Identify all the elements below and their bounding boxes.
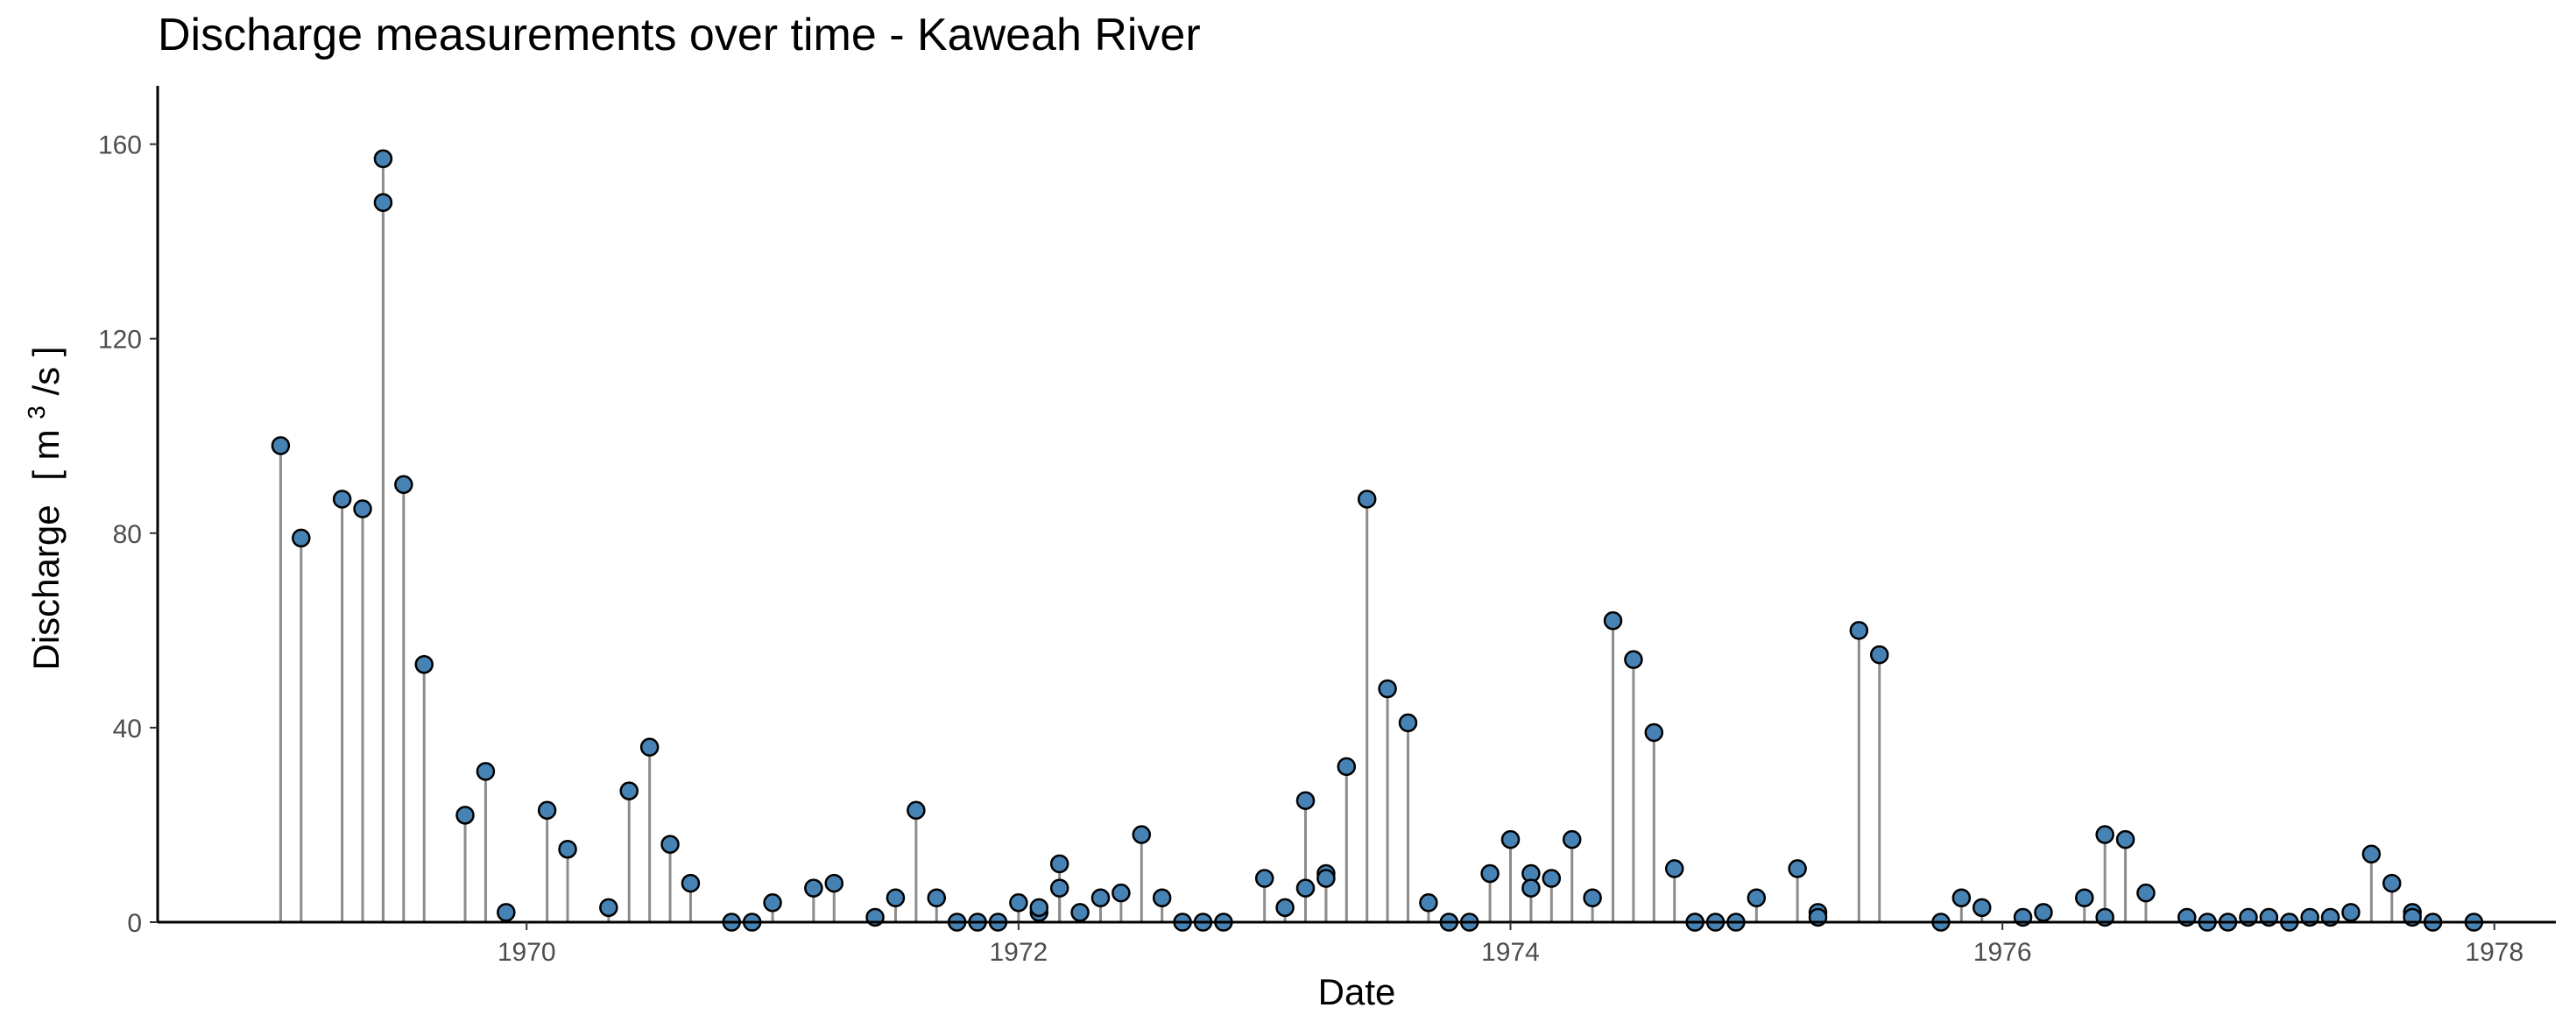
- discharge-point: [353, 499, 372, 518]
- discharge-point: [1132, 825, 1152, 844]
- discharge-point: [373, 193, 393, 213]
- discharge-point: [1254, 869, 1274, 888]
- discharge-point: [681, 873, 701, 893]
- discharge-point: [2095, 825, 2114, 844]
- x-axis-title: Date: [1318, 971, 1396, 1012]
- discharge-point: [1500, 829, 1521, 849]
- discharge-point: [1090, 888, 1111, 907]
- discharge-point: [1295, 791, 1316, 810]
- discharge-point: [660, 835, 680, 854]
- discharge-point: [1357, 490, 1377, 509]
- discharge-point: [599, 898, 618, 918]
- discharge-point: [1152, 888, 1172, 907]
- y-axis-unit-close: /s ]: [25, 346, 67, 395]
- stem-layer: [279, 159, 2414, 922]
- discharge-point: [1869, 645, 1889, 665]
- discharge-point: [1562, 829, 1582, 849]
- discharge-point: [886, 888, 906, 907]
- discharge-point: [271, 436, 291, 455]
- discharge-point: [497, 903, 516, 922]
- discharge-point: [1951, 888, 1972, 907]
- discharge-point: [1603, 611, 1623, 631]
- discharge-point: [558, 839, 577, 859]
- y-tick-label: 0: [127, 909, 142, 938]
- discharge-point: [1849, 621, 1869, 640]
- discharge-point: [2361, 844, 2382, 864]
- x-tick-label: 1972: [989, 938, 1048, 967]
- y-tick-label: 40: [113, 715, 142, 744]
- y-axis-unit-open: [ m: [25, 429, 67, 480]
- discharge-point: [1419, 893, 1438, 913]
- y-axis-ticks: 0 40 80 120 160: [98, 131, 158, 938]
- discharge-point: [1480, 863, 1500, 884]
- discharge-point: [373, 149, 393, 169]
- discharge-point: [1398, 713, 1418, 733]
- discharge-point: [1049, 878, 1069, 898]
- discharge-point: [1644, 722, 1664, 743]
- y-tick-label: 80: [113, 520, 142, 549]
- discharge-point: [1295, 878, 1316, 898]
- discharge-point: [2115, 829, 2135, 849]
- discharge-point: [414, 654, 434, 674]
- discharge-point: [1029, 898, 1049, 918]
- y-axis-unit-exponent: 3: [23, 405, 50, 419]
- discharge-point: [1624, 650, 1643, 669]
- x-tick-label: 1978: [2465, 938, 2523, 967]
- discharge-point: [1009, 893, 1028, 913]
- discharge-point: [2382, 873, 2402, 893]
- chart-title: Discharge measurements over time - Kawea…: [158, 10, 1201, 60]
- discharge-point: [2341, 903, 2361, 922]
- x-axis-ticks: 1970 1972 1974 1976 1978: [498, 922, 2523, 967]
- discharge-point: [1049, 854, 1069, 874]
- discharge-point: [1664, 859, 1684, 878]
- y-axis-title: Discharge [ m 3 /s ]: [11, 346, 67, 670]
- discharge-point: [1583, 888, 1602, 907]
- discharge-point: [292, 528, 311, 548]
- x-tick-label: 1970: [498, 938, 556, 967]
- discharge-point: [455, 806, 475, 825]
- discharge-point: [824, 873, 844, 893]
- discharge-point: [2075, 888, 2094, 907]
- discharge-point: [907, 800, 926, 821]
- y-tick-label: 120: [98, 326, 142, 355]
- discharge-point: [639, 737, 660, 757]
- discharge-point: [1378, 679, 1397, 699]
- x-tick-label: 1976: [1973, 938, 2032, 967]
- discharge-point: [927, 888, 947, 907]
- discharge-point: [1747, 888, 1767, 907]
- discharge-point: [476, 762, 496, 781]
- discharge-point: [1542, 869, 1562, 888]
- point-layer: [271, 149, 2484, 932]
- discharge-point: [1788, 859, 1807, 878]
- discharge-point: [2136, 883, 2156, 903]
- discharge-point: [1070, 903, 1090, 922]
- y-tick-label: 160: [98, 131, 142, 160]
- discharge-point: [1337, 757, 1357, 777]
- discharge-point: [1521, 878, 1541, 898]
- discharge-point: [619, 781, 639, 800]
- discharge-point: [763, 893, 782, 913]
- discharge-point: [1973, 898, 1992, 918]
- discharge-point: [537, 800, 557, 821]
- discharge-point: [394, 475, 413, 495]
- discharge-point: [1112, 883, 1131, 903]
- discharge-point: [2034, 903, 2053, 922]
- discharge-point: [332, 490, 352, 509]
- x-tick-label: 1974: [1481, 938, 1540, 967]
- discharge-point: [804, 878, 823, 898]
- y-axis-title-text: Discharge: [25, 504, 67, 670]
- discharge-point: [1275, 898, 1295, 918]
- discharge-point: [1316, 869, 1336, 888]
